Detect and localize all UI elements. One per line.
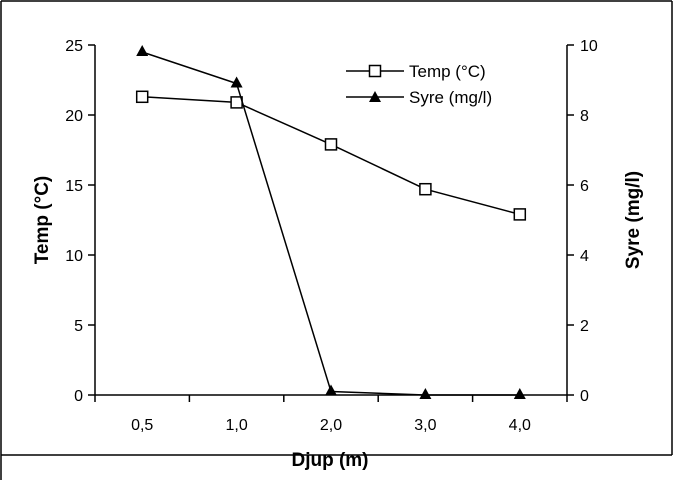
right-axis-tick-label: 10 [580, 38, 598, 55]
right-axis-tick-label: 4 [580, 248, 589, 265]
x-axis-tick-label: 1,0 [225, 417, 247, 434]
right-axis-tick-label: 8 [580, 108, 589, 125]
legend-syre-marker [369, 91, 381, 102]
data-point-temp [135, 90, 149, 104]
data-point-temp [419, 182, 432, 196]
legend-temp-marker [368, 64, 382, 78]
left-axis-tick-label: 5 [74, 318, 83, 335]
x-axis-tick-label: 2,0 [320, 417, 342, 434]
left-axis-title: Temp (°C) [32, 176, 53, 265]
right-axis-tick-label: 2 [580, 318, 589, 335]
legend: Temp (°C) Syre (mg/l) [346, 62, 492, 107]
right-axis-tick-label: 6 [580, 178, 589, 195]
axes-group: 0 5 10 15 20 25 0 2 4 6 8 10 0,5 1,0 2,0 3,0 4,0 [65, 38, 598, 434]
data-point-temp [324, 138, 338, 151]
x-axis-tick-label: 4,0 [509, 417, 531, 434]
left-axis-tick-label: 15 [65, 178, 83, 195]
data-point-syre [325, 384, 337, 396]
left-axis-tick-label: 25 [65, 38, 83, 55]
series-group [135, 45, 527, 399]
right-axis-tick-label: 0 [580, 388, 589, 405]
right-axis-title: Syre (mg/l) [623, 171, 644, 269]
data-point-syre [419, 388, 432, 399]
data-point-syre [230, 76, 243, 88]
series-line-temp [142, 96, 520, 216]
left-axis-tick-label: 20 [65, 108, 83, 125]
data-point-temp [513, 208, 527, 221]
x-axis-title: Djup (m) [291, 450, 368, 471]
legend-temp-label: Temp (°C) [409, 62, 486, 81]
x-axis-tick-label: 0,5 [131, 417, 153, 434]
left-axis-tick-label: 0 [74, 388, 83, 405]
data-point-syre [513, 388, 526, 399]
data-point-syre [136, 45, 149, 56]
left-axis-tick-label: 10 [65, 248, 83, 265]
x-axis-tick-label: 3,0 [414, 417, 436, 434]
legend-syre-label: Syre (mg/l) [409, 88, 492, 107]
